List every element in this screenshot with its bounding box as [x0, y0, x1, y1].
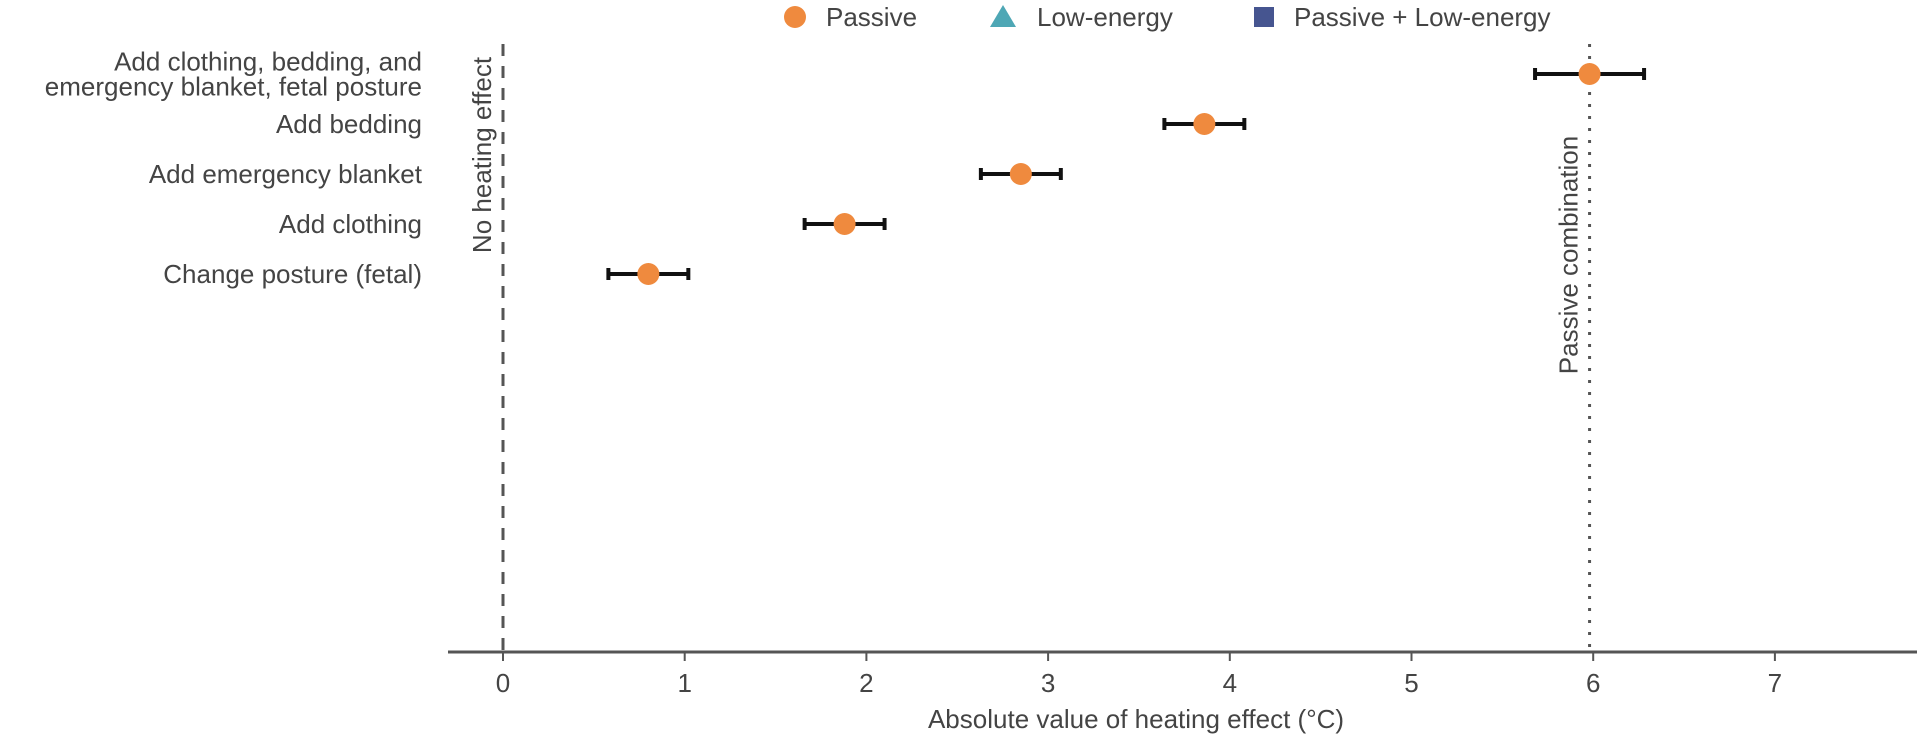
legend-label: Passive [826, 2, 917, 32]
reference-lines: No heating effect Passive combination [467, 44, 1592, 652]
category-labels: Add clothing, bedding, and emergency blan… [45, 47, 423, 290]
x-tick-label: 5 [1404, 668, 1418, 698]
x-tick-label: 0 [496, 668, 510, 698]
category-label-line: emergency blanket, fetal posture [45, 72, 422, 102]
category-label-line: Add clothing, bedding, and [114, 47, 422, 77]
reference-line-label: No heating effect [467, 56, 497, 253]
legend-marker-triangle [990, 5, 1016, 27]
x-tick-label: 6 [1586, 668, 1600, 698]
x-tick-label: 2 [859, 668, 873, 698]
legend-label: Low-energy [1037, 2, 1173, 32]
category-label: Add bedding [276, 109, 422, 139]
reference-line-label: Passive combination [1554, 136, 1584, 374]
x-tick-label: 7 [1768, 668, 1782, 698]
category-label: Add clothing, bedding, and emergency blan… [45, 47, 422, 102]
data-points [606, 63, 1647, 285]
category-label: Add emergency blanket [149, 159, 423, 189]
legend: Passive Low-energy Passive + Low-energy [784, 2, 1551, 32]
x-tick-label: 3 [1041, 668, 1055, 698]
data-point [1193, 113, 1216, 135]
data-point [637, 263, 660, 285]
x-tick-label: 1 [677, 668, 691, 698]
category-label: Change posture (fetal) [163, 259, 422, 289]
category-label: Add clothing [279, 209, 422, 239]
data-point [833, 213, 856, 235]
x-axis: 0 1 2 3 4 5 6 7 Absolute value of heating effect… [448, 650, 1917, 734]
x-tick-label: 4 [1223, 668, 1237, 698]
legend-marker-circle [784, 6, 806, 28]
x-axis-title: Absolute value of heating effect (°C) [928, 704, 1344, 734]
legend-marker-square [1254, 7, 1274, 27]
data-point [1009, 163, 1032, 185]
data-point [1578, 63, 1601, 85]
legend-label: Passive + Low-energy [1294, 2, 1551, 32]
